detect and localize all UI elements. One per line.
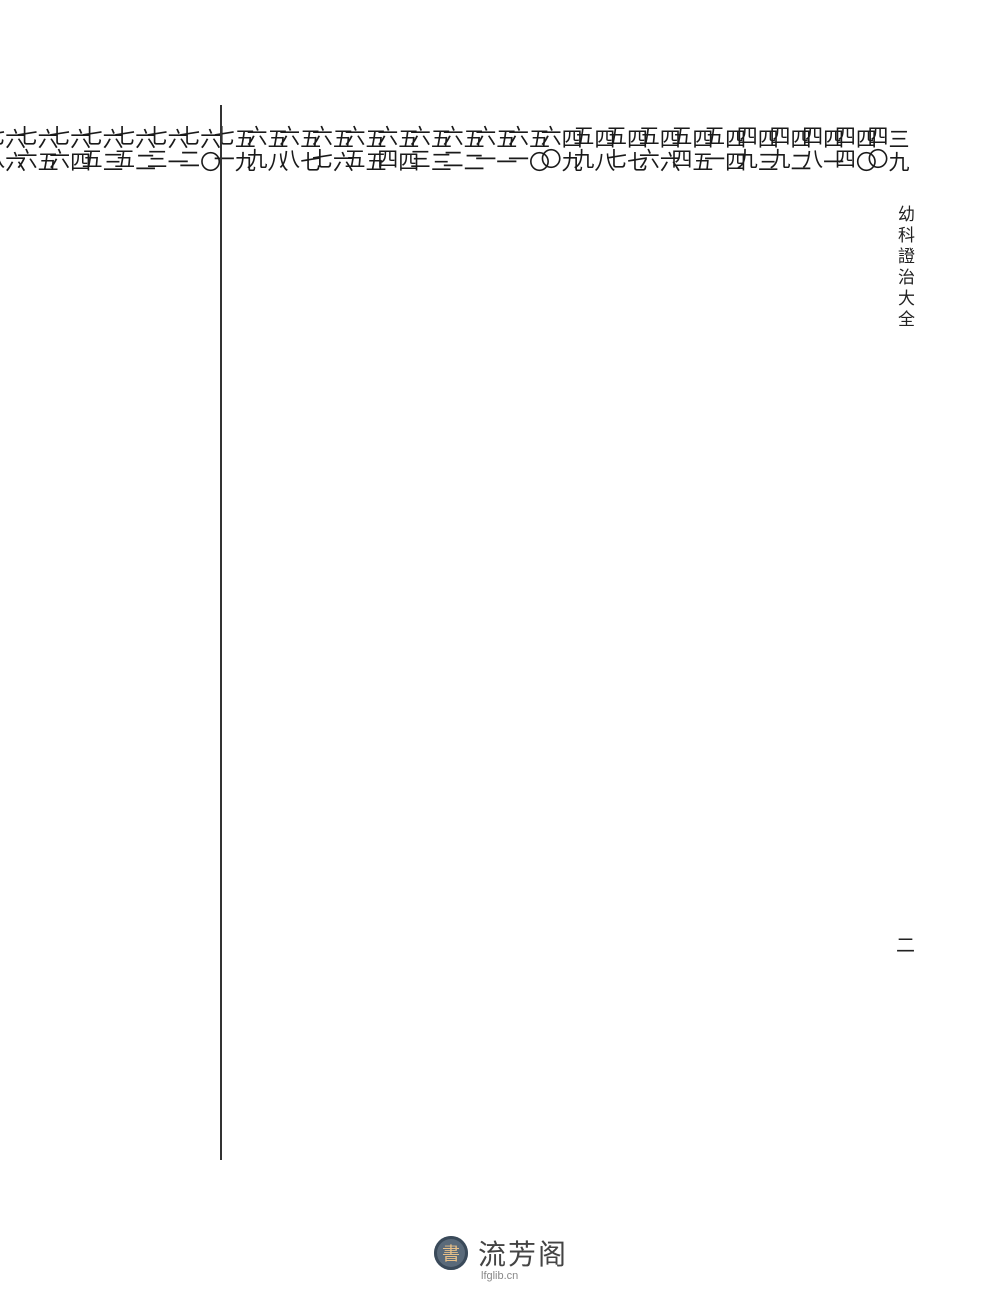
toc-entry: 六〇臍瘡七二 [187,105,220,1160]
toc-entry: 六六盤腸氣七八 [0,105,25,1160]
entry-page: 七五 [113,105,134,197]
toc-entry: 六五陰腫疝氣七六 [25,105,58,1160]
entry-page: 六九 [245,105,266,197]
entry-page: 七五 [80,105,101,197]
toc-entry: 六四脫囊七六 [57,105,90,1160]
entry-page: 七六 [48,105,69,197]
toc-entry: 四五瘧疾五四 [679,105,712,1160]
toc-entry: 五二吃泥土六二 [451,105,484,1160]
entry-page: 四〇 [866,105,887,197]
entry-page: 六五 [343,105,364,197]
entry-page: 五一 [703,105,724,197]
toc-entry: 四〇痢疾四四 [843,105,876,1160]
toc-entry: 五三赤遊丹毒六三 [418,105,451,1160]
toc-entry: 五七鼻瘡六八 [287,105,320,1160]
entry-page: 六四 [376,105,397,197]
entry-page: 六〇 [539,105,560,197]
entry-page: 六三 [408,105,429,197]
entry-page: 四八 [801,105,822,197]
footer-brand: 流芳阁 [478,1233,568,1273]
toc-entry: 四九木舌六〇 [549,105,582,1160]
entry-page: 六七 [310,105,331,197]
entry-page: 五七 [605,105,626,197]
toc-entry: 三九霍亂吐瀉四〇 [876,105,909,1160]
toc-entry: 六一蛔蟲七三 [155,105,188,1160]
entry-page: 五四 [670,105,691,197]
entry-page: 六一 [506,105,527,197]
toc-entry: 五四喉痺六四 [385,105,418,1160]
entry-page: 六二 [441,105,462,197]
entry-page: 四四 [833,105,854,197]
toc-columns: 三九霍亂吐瀉四〇四〇痢疾四四四一腹痛四八四二心痛四九四三癖疾幷食積四九四四咳嗽附… [80,105,908,1160]
toc-entry: 五九白禿瘡七一 [222,105,255,1160]
toc-entry: 四四咳嗽附喘急五一 [712,105,745,1160]
toc-entry: 五六耳疾六七 [320,105,353,1160]
column-left: 六〇臍瘡七二六一蛔蟲七三六二尾骨痛七五六三陰腫七五六四脫囊七六六五陰腫疝氣七六六… [0,105,222,1160]
entry-page: 七八 [0,105,4,197]
entry-page: 六八 [278,105,299,197]
toc-entry: 五一走馬牙疳六一 [483,105,516,1160]
toc-entry: 五〇弄舌六一 [516,105,549,1160]
page-content: 幼科證治大全 二 三九霍亂吐瀉四〇四〇痢疾四四四一腹痛四八四二心痛四九四三癖疾幷… [80,105,920,1165]
entry-page: 七六 [15,105,36,197]
entry-page: 四九 [768,105,789,197]
entry-page: 四九 [735,105,756,197]
toc-entry: 五八頭瘡六九 [254,105,287,1160]
entry-page: 七二 [178,105,199,197]
toc-entry: 六三陰腫七五 [90,105,123,1160]
toc-entry: 四八重舌五九 [581,105,614,1160]
entry-number: 六〇 [199,105,220,197]
toc-entry: 五五眼疾六五 [353,105,386,1160]
footer-url: lfglib.cn [481,1270,518,1282]
footer-logo-icon: 書 [434,1236,468,1270]
toc-entry: 六二尾骨痛七五 [122,105,155,1160]
toc-entry: 四六鵞口瘡五六 [647,105,680,1160]
toc-entry: 四二心痛四九 [777,105,810,1160]
toc-entry: 四三癖疾幷食積四九 [745,105,778,1160]
toc-entry: 四一腹痛四八 [810,105,843,1160]
entry-page: 七三 [145,105,166,197]
entry-page: 五六 [637,105,658,197]
entry-page: 六一 [474,105,495,197]
toc-entry: 四七口瘡五七 [614,105,647,1160]
column-right: 三九霍亂吐瀉四〇四〇痢疾四四四一腹痛四八四二心痛四九四三癖疾幷食積四九四四咳嗽附… [222,105,908,1160]
entry-page: 五九 [572,105,593,197]
footer: 書 流芳阁 lfglib.cn [0,1228,1002,1278]
entry-number: 三九 [887,105,908,197]
